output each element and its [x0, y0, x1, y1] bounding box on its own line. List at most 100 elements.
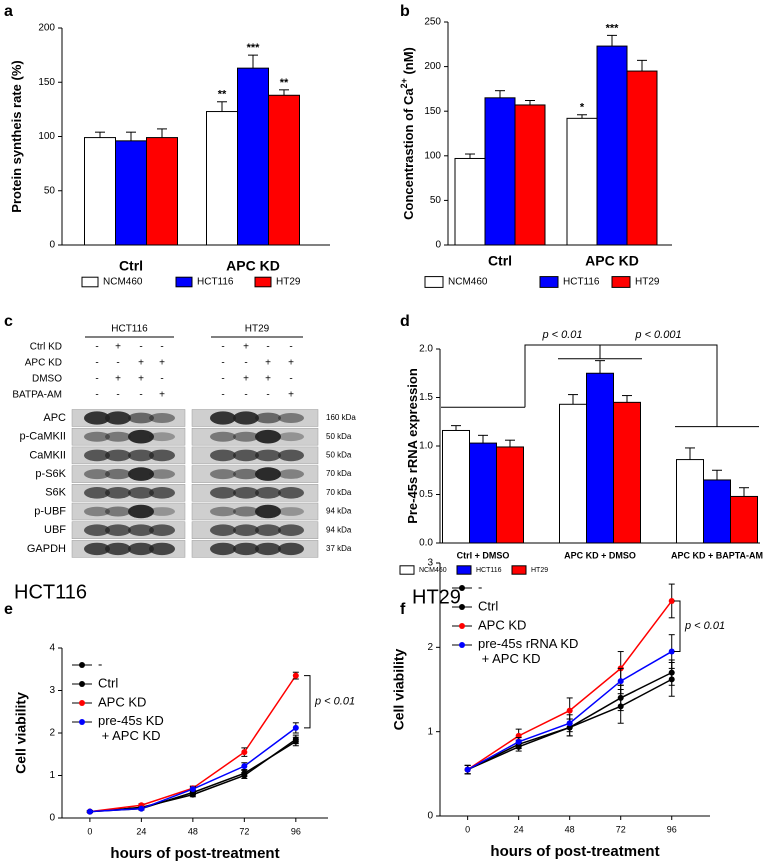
y-tick-label: 0	[49, 813, 55, 824]
category-label: APC KD + BAPTA-AM	[671, 550, 763, 560]
blot-band	[105, 524, 131, 536]
band-label: p-UBF	[34, 505, 66, 517]
bar	[514, 104, 546, 246]
y-axis-label: Protein syntheis rate (%)	[9, 60, 24, 212]
p-value: p < 0.01	[541, 329, 582, 341]
blot-band	[149, 432, 175, 442]
panel-letter: a	[4, 3, 13, 20]
blot-band	[210, 411, 236, 425]
legend-marker	[79, 681, 85, 687]
condition-sign: +	[115, 374, 121, 385]
condition-sign: -	[139, 390, 142, 401]
legend-marker	[459, 604, 465, 610]
blot-band	[278, 524, 304, 536]
bar	[613, 401, 641, 544]
blot-band	[210, 469, 236, 480]
series-line	[89, 740, 297, 813]
blot-band	[233, 487, 259, 499]
condition-sign: +	[138, 374, 144, 385]
blot-band	[84, 542, 110, 556]
bar	[84, 137, 116, 246]
blot-band	[255, 449, 281, 462]
legend-swatch	[175, 276, 193, 288]
blot-band	[278, 469, 304, 479]
y-axis-label-text: Pre-45s rRNA expression	[405, 368, 420, 524]
legend-label: pre-45s KD + APC KD	[98, 713, 164, 743]
blot-band	[128, 429, 154, 444]
band-label: GAPDH	[27, 543, 66, 555]
category-label: Ctrl	[119, 258, 143, 274]
blot-band	[84, 506, 110, 517]
band-label: S6K	[45, 487, 66, 499]
band-size: 94 kDa	[326, 507, 352, 516]
legend-label: pre-45s rRNA KD + APC KD	[478, 636, 578, 666]
panel-letter: c	[4, 313, 13, 330]
band-size: 94 kDa	[326, 525, 352, 534]
condition-sign: -	[139, 342, 142, 353]
legend-swatch	[254, 276, 272, 288]
y-tick-label: 0	[427, 811, 433, 822]
y-tick-label: 200	[38, 23, 55, 34]
blot-band	[128, 542, 154, 556]
y-axis-label-text: Protein syntheis rate (%)	[9, 60, 24, 212]
legend-label: -	[478, 579, 482, 594]
y-tick-label: 150	[38, 77, 55, 88]
significance: ***	[606, 22, 620, 34]
category-label: APC KD + DMSO	[564, 550, 636, 560]
panel-letter: b	[400, 3, 410, 20]
band-size: 50 kDa	[326, 451, 352, 460]
blot-band	[84, 449, 110, 462]
bar	[442, 429, 470, 544]
legend-label: NCM460	[419, 567, 447, 574]
blot-band	[84, 524, 110, 536]
x-tick-label: 0	[87, 826, 92, 836]
marker	[668, 597, 675, 604]
blot-band	[210, 431, 236, 442]
band-size: 70 kDa	[326, 469, 352, 478]
y-axis-label: Concentrastion of Ca2+ (nM)	[399, 47, 416, 220]
x-tick-label: 48	[565, 824, 575, 834]
blot-band	[105, 542, 131, 556]
group-label: HCT116	[111, 324, 148, 335]
blot-band	[255, 429, 281, 444]
y-tick-label: 1.5	[419, 392, 433, 403]
significance: **	[280, 77, 289, 89]
blot-band	[105, 487, 131, 499]
y-tick-label: 250	[424, 17, 441, 28]
condition-sign: -	[95, 374, 98, 385]
panel-letter: f	[400, 601, 406, 618]
blot-band	[278, 487, 304, 499]
blot-band	[149, 469, 175, 479]
chart-title: HCT116	[14, 581, 87, 603]
condition-sign: +	[265, 358, 271, 369]
legend-swatch	[456, 565, 472, 575]
y-axis-label-suffix: (nM)	[401, 47, 416, 78]
x-axis-label: hours of post-treatment	[110, 845, 279, 862]
blot-band	[84, 431, 110, 442]
blot-band	[105, 449, 131, 462]
condition-label: APC KD	[25, 358, 62, 369]
legend-swatch	[539, 276, 559, 288]
blot-band	[210, 542, 236, 556]
blot-band	[84, 411, 110, 425]
significance: ***	[247, 42, 261, 54]
condition-sign: -	[221, 358, 224, 369]
x-axis-label: hours of post-treatment	[490, 843, 659, 860]
marker	[189, 786, 196, 793]
marker	[617, 703, 624, 710]
bar	[496, 446, 524, 544]
condition-sign: -	[289, 342, 292, 353]
legend-label: NCM460	[448, 277, 488, 288]
p-value: p < 0.01	[314, 696, 355, 708]
legend-marker	[79, 719, 85, 725]
marker	[138, 805, 145, 812]
blot-band	[255, 467, 281, 481]
bar	[146, 137, 178, 246]
blot-band	[233, 431, 259, 442]
panel-letter: d	[400, 313, 410, 330]
blot-band	[233, 468, 259, 480]
p-value: p < 0.01	[684, 620, 725, 632]
bracket	[524, 344, 601, 408]
legend-label: HT29	[635, 277, 660, 288]
condition-sign: -	[266, 342, 269, 353]
